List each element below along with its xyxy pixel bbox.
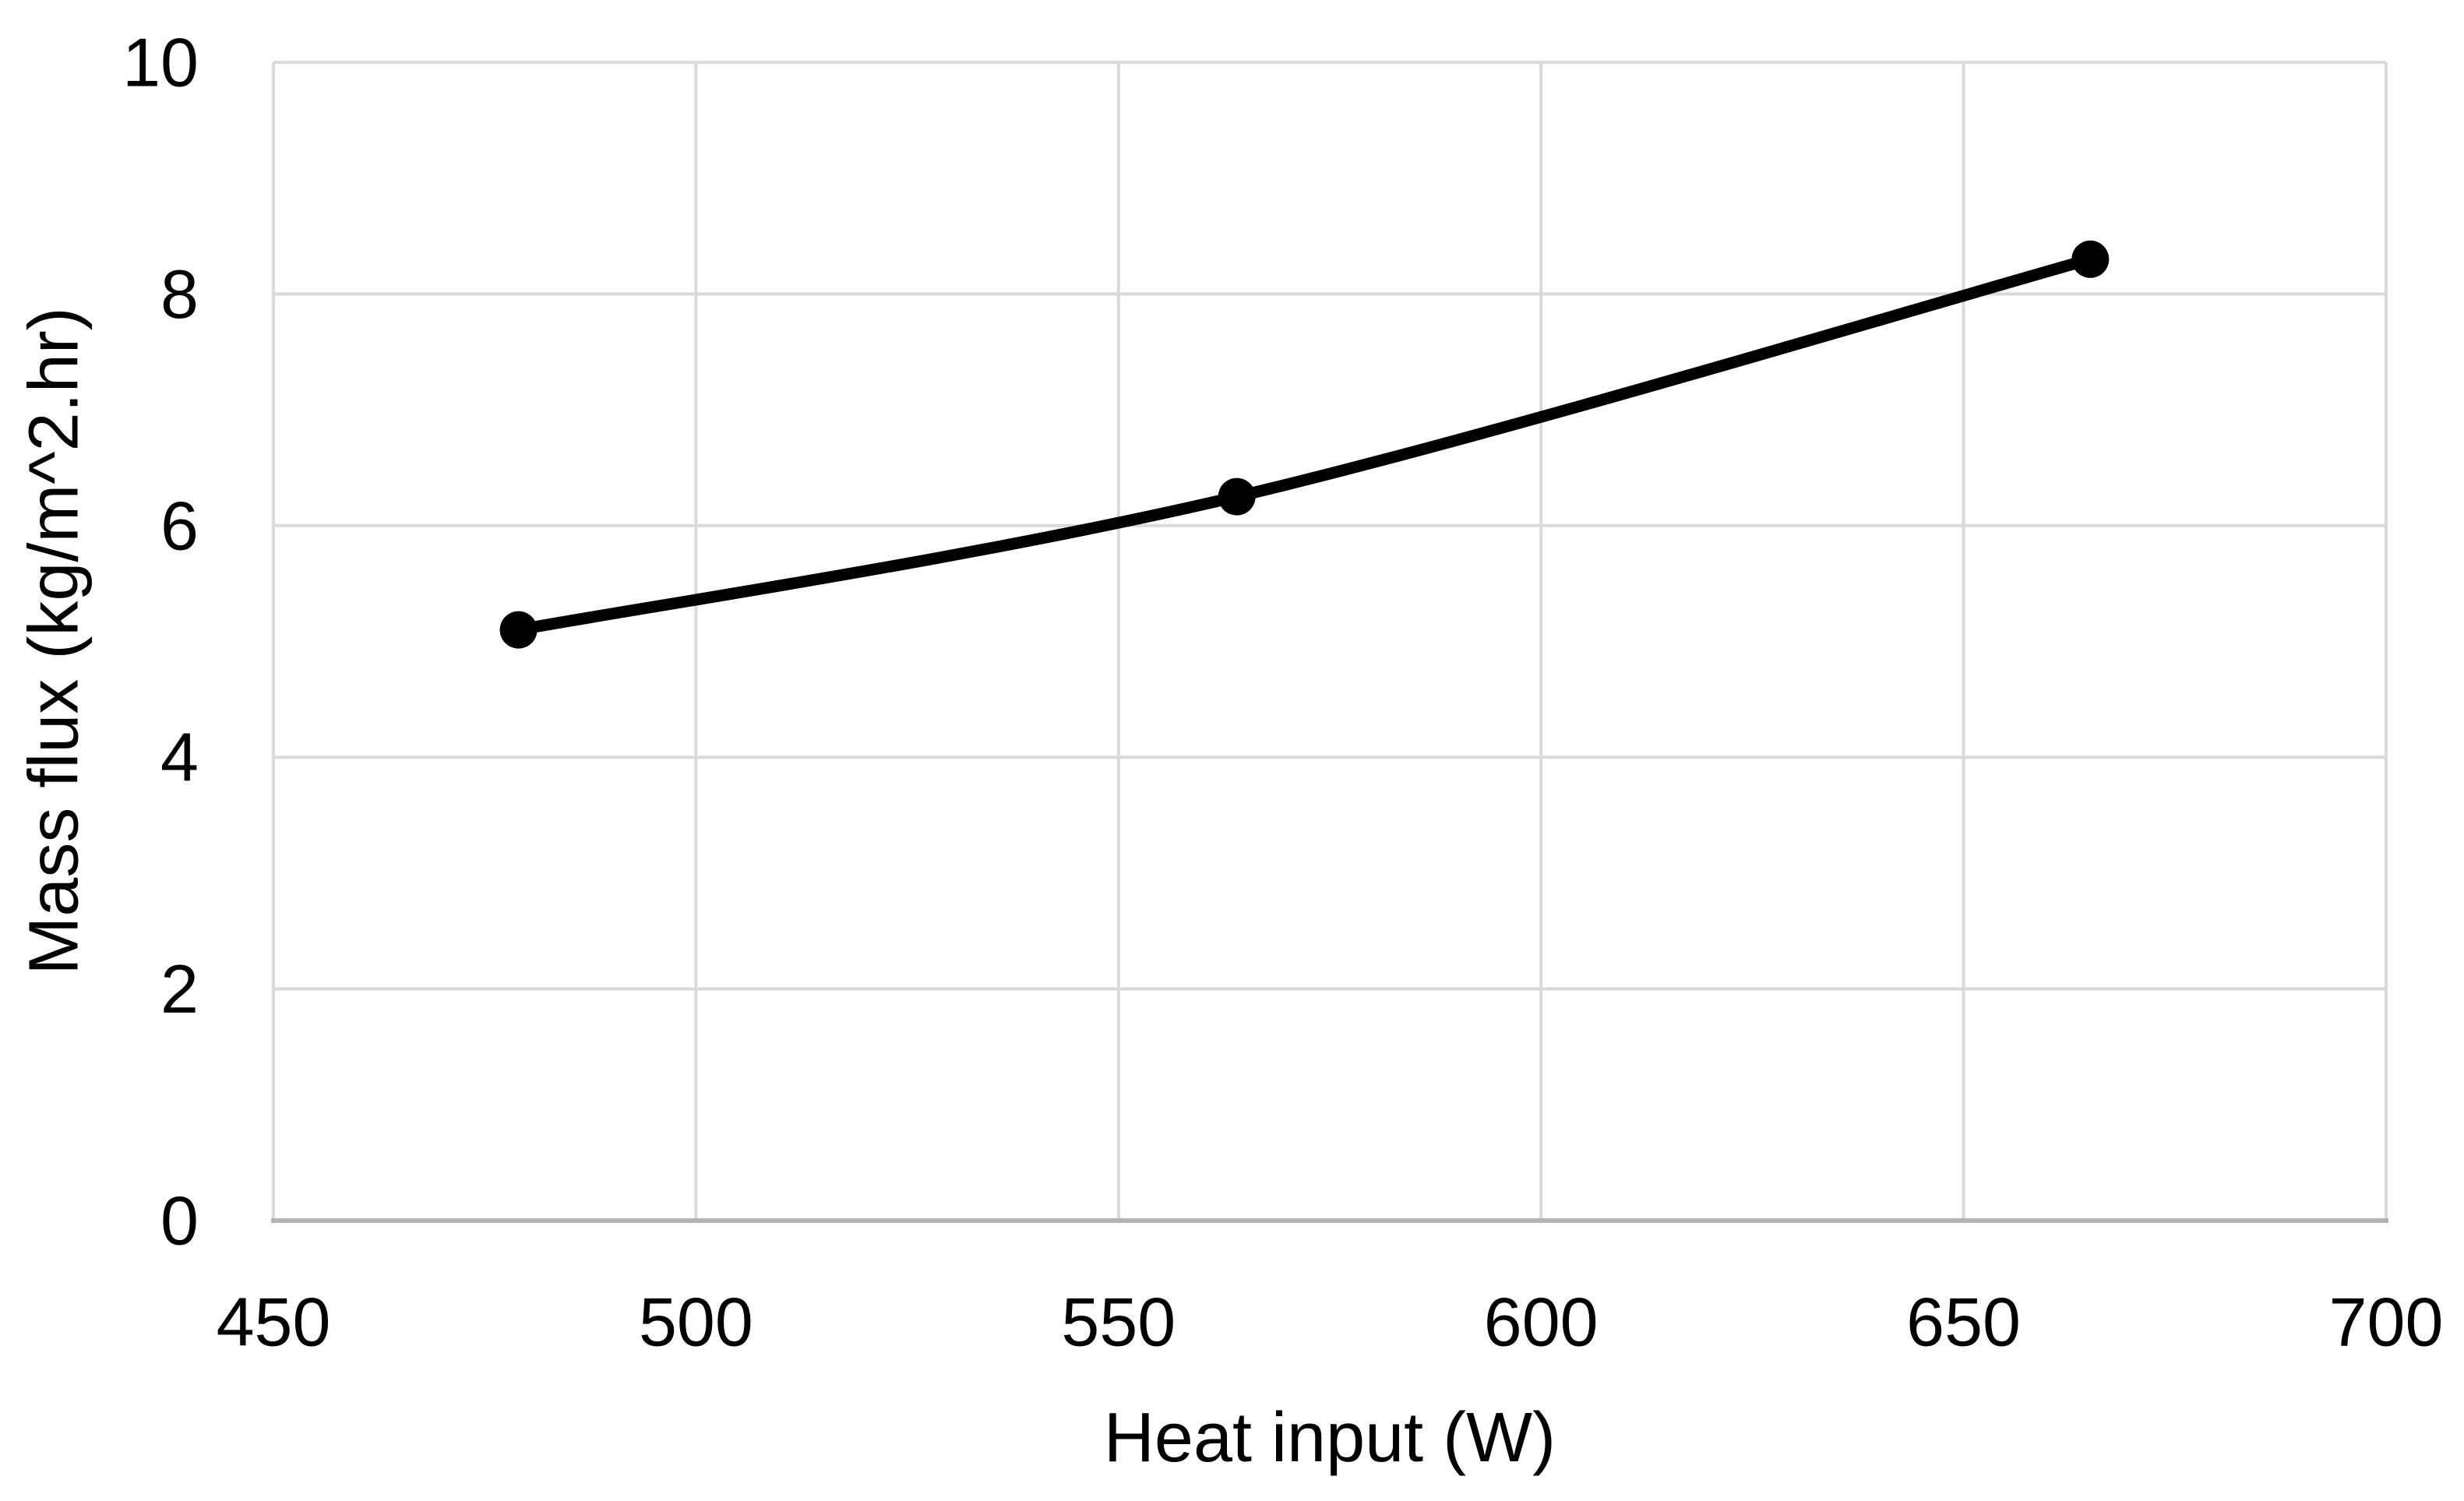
- y-tick-label: 0: [160, 1182, 199, 1260]
- y-tick-label: 4: [160, 719, 199, 796]
- x-tick-label: 500: [639, 1284, 753, 1361]
- x-tick-label: 600: [1484, 1284, 1599, 1361]
- data-point-marker: [2071, 240, 2110, 278]
- data-point-marker: [1218, 477, 1256, 516]
- y-tick-label: 6: [160, 487, 199, 564]
- x-tick-label: 550: [1061, 1284, 1176, 1361]
- x-tick-label: 450: [217, 1284, 331, 1361]
- y-axis-title: Mass flux (kg/m^2.hr): [15, 307, 93, 975]
- y-tick-label: 8: [160, 255, 199, 333]
- y-tick-label: 10: [122, 24, 199, 101]
- y-tick-label: 2: [160, 950, 199, 1027]
- x-tick-label: 650: [1906, 1284, 2021, 1361]
- x-axis-title: Heat input (W): [1103, 1399, 1556, 1477]
- data-point-marker: [499, 611, 538, 649]
- x-tick-label: 700: [2329, 1284, 2444, 1361]
- series-line: [513, 253, 2096, 636]
